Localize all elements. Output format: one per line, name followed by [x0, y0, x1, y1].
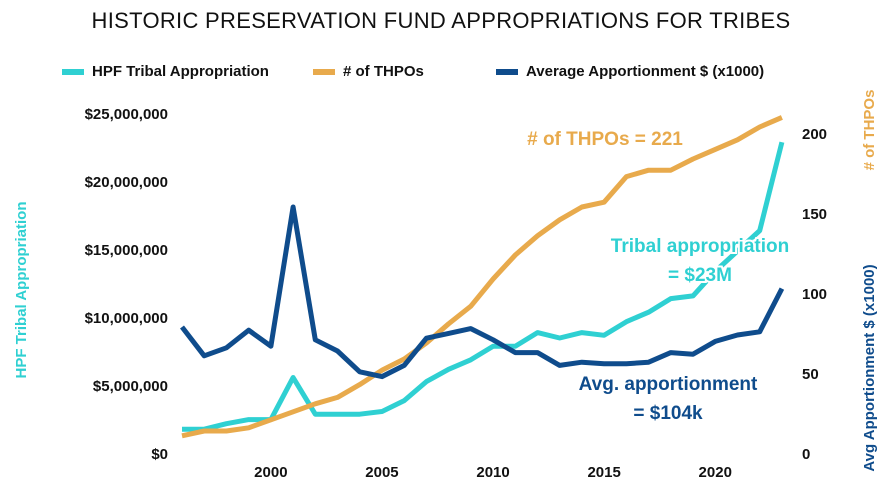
y2-axis-title: # of THPOs — [861, 90, 878, 171]
legend-label: HPF Tribal Appropriation — [92, 63, 269, 80]
y-axis-title: HPF Tribal Appropriation — [13, 202, 30, 379]
annotation: # of THPOs = 221 — [527, 129, 683, 150]
y-tick-label: $15,000,000 — [85, 242, 168, 259]
chart-title: HISTORIC PRESERVATION FUND APPROPRIATION… — [92, 8, 791, 33]
y-tick-label: $25,000,000 — [85, 106, 168, 123]
series-line — [180, 204, 785, 380]
y-tick-label: $0 — [151, 446, 168, 463]
y-tick-label: $10,000,000 — [85, 310, 168, 327]
annotation: = $23M — [668, 265, 732, 286]
x-tick-label: 2020 — [699, 464, 732, 481]
x-tick-label: 2010 — [476, 464, 509, 481]
x-tick-label: 2015 — [587, 464, 620, 481]
x-tick-label: 2005 — [365, 464, 398, 481]
annotation: = $104k — [633, 403, 703, 424]
legend-label: # of THPOs — [343, 63, 424, 80]
y2-axis-title: Avg Apportionment $ (x1000) — [861, 264, 878, 471]
y2-tick-label: 200 — [802, 126, 827, 143]
annotation: Avg. apportionment — [579, 374, 758, 395]
legend-label: Average Apportionment $ (x1000) — [526, 63, 764, 80]
series-line — [182, 141, 785, 432]
y2-tick-label: 50 — [802, 366, 819, 383]
series-line — [181, 115, 783, 439]
x-tick-label: 2000 — [254, 464, 287, 481]
y-tick-label: $20,000,000 — [85, 174, 168, 191]
y2-tick-label: 150 — [802, 206, 827, 223]
y2-tick-label: 100 — [802, 286, 827, 303]
annotation: Tribal appropriation — [611, 236, 789, 257]
y-tick-label: $5,000,000 — [93, 378, 168, 395]
y2-tick-label: 0 — [802, 446, 810, 463]
